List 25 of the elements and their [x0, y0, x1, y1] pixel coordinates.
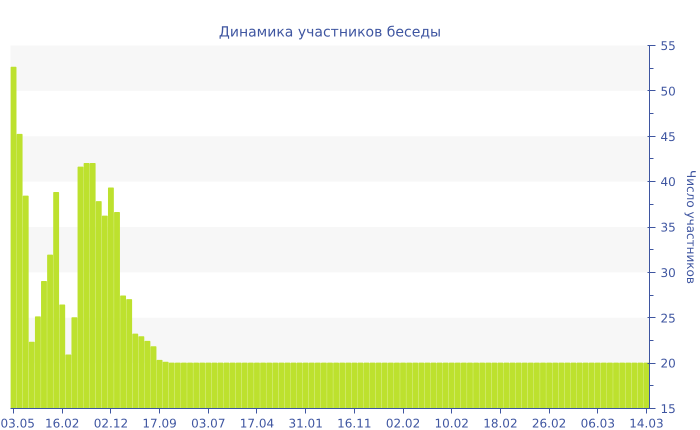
x-tick-label: 16.11 — [337, 416, 372, 430]
x-tick-label: 02.02 — [386, 416, 420, 430]
y-tick-label: 25 — [660, 311, 676, 326]
y-axis-title: Число участников — [684, 170, 698, 284]
y-tick-label: 50 — [660, 84, 676, 98]
x-tick-label: 17.09 — [142, 416, 177, 430]
x-tick-label: 26.02 — [532, 416, 566, 430]
x-tick-label: 03.07 — [191, 416, 226, 430]
y-tick-label: 20 — [660, 356, 676, 371]
y-tick-label: 40 — [660, 175, 676, 190]
x-tick-label: 02.12 — [94, 416, 128, 430]
x-tick-label: 18.02 — [483, 416, 518, 430]
chart-title: Динамика участников беседы — [218, 24, 442, 40]
x-tick-label: 16.02 — [45, 416, 80, 430]
y-tick-label: 35 — [660, 220, 676, 234]
x-tick-label: 10.02 — [434, 416, 469, 430]
y-tick-label: 30 — [660, 266, 676, 280]
y-tick-label: 45 — [660, 130, 676, 144]
x-tick-label: 31.01 — [288, 416, 323, 430]
x-tick-label: 17.04 — [240, 416, 274, 430]
y-tick-label: 55 — [660, 39, 676, 53]
x-tick-label: 03.05 — [0, 416, 35, 430]
y-tick-label: 15 — [660, 402, 676, 416]
x-tick-label: 14.03 — [629, 416, 664, 430]
x-tick-label: 06.03 — [580, 416, 615, 430]
